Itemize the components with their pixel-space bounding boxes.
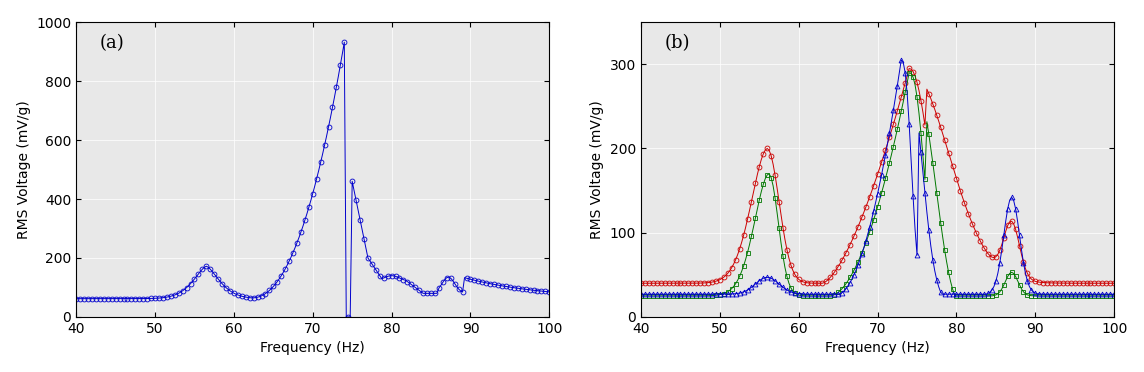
Text: (a): (a) [100, 34, 125, 52]
Y-axis label: RMS Voltage (mV/g): RMS Voltage (mV/g) [590, 100, 604, 239]
Y-axis label: RMS Voltage (mV/g): RMS Voltage (mV/g) [17, 100, 31, 239]
X-axis label: Frequency (Hz): Frequency (Hz) [825, 341, 930, 355]
X-axis label: Frequency (Hz): Frequency (Hz) [261, 341, 365, 355]
Text: (b): (b) [665, 34, 690, 52]
